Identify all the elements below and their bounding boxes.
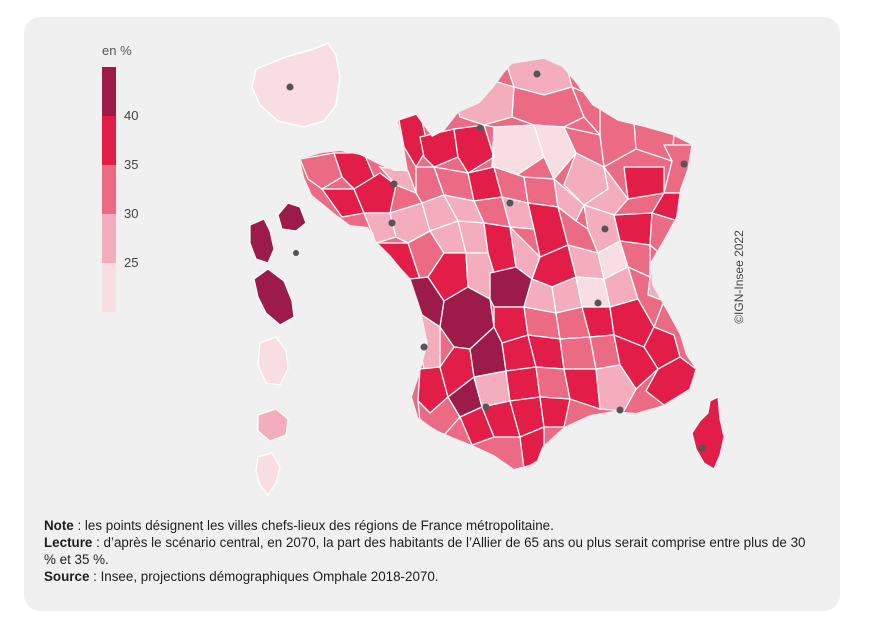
- capital-dot-icon: [482, 403, 490, 411]
- capital-dot-icon: [388, 219, 396, 227]
- lecture-label: Lecture: [44, 535, 93, 550]
- capital-dot-icon: [293, 250, 299, 256]
- legend-tick-30: 30: [124, 206, 139, 221]
- legend-swatch-2: [102, 116, 116, 165]
- department-patches: [300, 59, 696, 469]
- map-notes: Note : les points désignent les villes c…: [44, 517, 814, 585]
- guadeloupe-east-region: [277, 202, 307, 232]
- capital-dot-icon: [476, 124, 484, 132]
- capital-dot-icon: [680, 160, 688, 168]
- legend-swatch-3: [102, 165, 116, 214]
- france-map: [249, 42, 725, 497]
- note-text: : les points désignent les villes chefs-…: [73, 518, 554, 533]
- legend-tick-35: 35: [124, 157, 139, 172]
- mayotte-region: [255, 452, 281, 497]
- capital-dot-icon: [616, 406, 624, 414]
- capital-dot-icon: [506, 199, 514, 207]
- lecture-text: : d’après le scénario central, en 2070, …: [44, 535, 806, 567]
- note-line: Note : les points désignent les villes c…: [44, 517, 814, 534]
- copyright-text: ©IGN-Insee 2022: [732, 230, 746, 324]
- capital-dot-icon: [286, 83, 294, 91]
- capital-dot-icon: [698, 444, 706, 452]
- legend-swatch-5: [102, 263, 116, 312]
- note-label: Note: [44, 518, 74, 533]
- guyane-region: [257, 336, 289, 386]
- legend-tick-40: 40: [124, 108, 139, 123]
- legend-tick-25: 25: [124, 255, 139, 270]
- legend-swatch-1: [102, 67, 116, 116]
- capital-dot-icon: [594, 299, 602, 307]
- legend: en % 40 35 30 25: [102, 43, 182, 313]
- capital-dot-icon: [533, 70, 541, 78]
- martinique-region: [253, 268, 295, 326]
- reunion-region: [257, 408, 289, 442]
- corse-region: [691, 396, 725, 470]
- legend-unit: en %: [102, 43, 132, 58]
- capital-dot-icon: [601, 225, 609, 233]
- guadeloupe-region: [249, 218, 275, 264]
- regional-capitals: [388, 70, 706, 452]
- copyright: ©IGN-Insee 2022: [729, 207, 749, 347]
- paris-inset-region: [251, 42, 341, 128]
- source-line: Source : Insee, projections démographiqu…: [44, 568, 814, 585]
- capital-dot-icon: [420, 343, 428, 351]
- legend-swatch-4: [102, 214, 116, 263]
- source-label: Source: [44, 569, 90, 584]
- source-text: : Insee, projections démographiques Omph…: [89, 569, 439, 584]
- capital-dot-icon: [390, 180, 398, 188]
- map-card: en % 40 35 30 25: [24, 17, 840, 611]
- lecture-line: Lecture : d’après le scénario central, e…: [44, 534, 814, 568]
